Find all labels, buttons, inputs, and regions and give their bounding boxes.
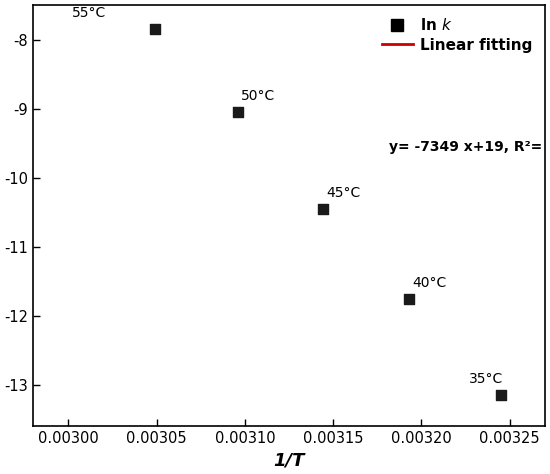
Point xyxy=(150,26,159,33)
Text: 55°C: 55°C xyxy=(72,6,106,20)
Text: 50°C: 50°C xyxy=(241,89,276,103)
X-axis label: 1/T: 1/T xyxy=(273,452,305,470)
Text: y= -7349 x+19, R²=: y= -7349 x+19, R²= xyxy=(389,140,542,154)
Point xyxy=(497,392,505,399)
Text: 35°C: 35°C xyxy=(469,373,503,386)
Point xyxy=(405,295,414,302)
Point xyxy=(318,205,327,213)
Point xyxy=(233,108,242,116)
Legend: ln $k$, Linear fitting: ln $k$, Linear fitting xyxy=(377,13,537,57)
Text: 45°C: 45°C xyxy=(326,186,360,200)
Text: 40°C: 40°C xyxy=(412,275,447,290)
